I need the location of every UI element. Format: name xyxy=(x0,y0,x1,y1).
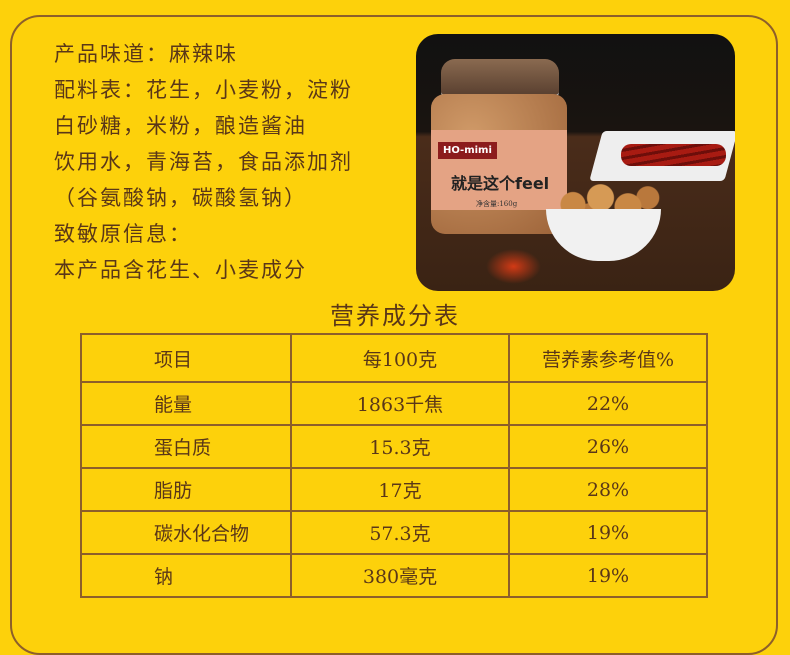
cell-amount: 15.3克 xyxy=(290,424,510,469)
table-row: 能量 1863千焦 22% xyxy=(80,381,708,426)
cell-item: 碳水化合物 xyxy=(80,510,292,555)
table-row: 蛋白质 15.3克 26% xyxy=(80,424,708,469)
ingredients-line: 饮用水，青海苔，食品添加剂 xyxy=(54,150,353,174)
dried-chilies xyxy=(621,144,726,166)
allergen-line: 本产品含花生、小麦成分 xyxy=(54,258,307,282)
cell-nrv: 19% xyxy=(508,553,708,598)
header-per100g: 每100克 xyxy=(290,333,510,383)
table-header: 项目 每100克 营养素参考值% xyxy=(80,333,708,383)
cell-nrv: 26% xyxy=(508,424,708,469)
flavor-line: 产品味道：麻辣味 xyxy=(54,42,238,66)
cell-amount: 380毫克 xyxy=(290,553,510,598)
ingredients-line: 白砂糖，米粉，酿造酱油 xyxy=(54,114,307,138)
net-weight: 净含量:160g xyxy=(476,200,518,208)
product-info: 产品味道：麻辣味 配料表：花生，小麦粉，淀粉 白砂糖，米粉，酿造酱油 饮用水，青… xyxy=(54,36,353,288)
chili-powder xyxy=(486,249,541,284)
nutrition-table: 项目 每100克 营养素参考值% 能量 1863千焦 22% 蛋白质 15.3克… xyxy=(80,333,708,598)
bowl xyxy=(546,209,661,261)
slogan: 就是这个feel xyxy=(451,174,550,193)
cell-item: 蛋白质 xyxy=(80,424,292,469)
allergen-heading: 致敏原信息： xyxy=(54,222,192,246)
ingredients-line: （谷氨酸钠，碳酸氢钠） xyxy=(54,186,307,210)
ingredients-line: 配料表：花生，小麦粉，淀粉 xyxy=(54,78,353,102)
jar-lid xyxy=(441,59,559,98)
cell-item: 能量 xyxy=(80,381,292,426)
table-row: 碳水化合物 57.3克 19% xyxy=(80,510,708,555)
header-nrv: 营养素参考值% xyxy=(508,333,708,383)
table-row: 脂肪 17克 28% xyxy=(80,467,708,512)
nutrition-title: 营养成分表 xyxy=(330,302,460,330)
cell-amount: 1863千焦 xyxy=(290,381,510,426)
cell-amount: 57.3克 xyxy=(290,510,510,555)
cell-amount: 17克 xyxy=(290,467,510,512)
cell-nrv: 28% xyxy=(508,467,708,512)
product-photo: HO-mimi 就是这个feel 净含量:160g xyxy=(416,34,735,291)
header-item: 项目 xyxy=(80,333,292,383)
cell-nrv: 19% xyxy=(508,510,708,555)
cell-nrv: 22% xyxy=(508,381,708,426)
brand-logo: HO-mimi xyxy=(438,142,497,159)
cell-item: 钠 xyxy=(80,553,292,598)
table-row: 钠 380毫克 19% xyxy=(80,553,708,598)
cell-item: 脂肪 xyxy=(80,467,292,512)
